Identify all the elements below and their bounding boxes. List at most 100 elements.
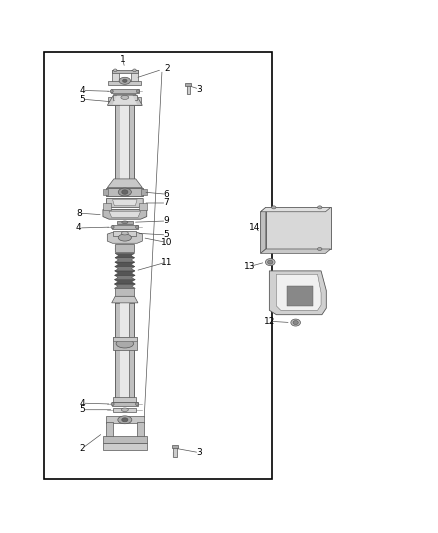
Text: 9: 9 [163, 216, 170, 225]
Text: 2: 2 [80, 444, 85, 453]
Polygon shape [114, 275, 135, 280]
Text: 4: 4 [76, 223, 81, 232]
Ellipse shape [318, 247, 322, 251]
Bar [115, 244, 134, 253]
Bar [134, 98, 141, 106]
Ellipse shape [116, 339, 134, 348]
Ellipse shape [113, 69, 117, 71]
Text: 8: 8 [76, 208, 82, 217]
Bar [44, 52, 272, 479]
Ellipse shape [110, 90, 113, 93]
Ellipse shape [118, 416, 132, 424]
Bar [185, 83, 191, 86]
Ellipse shape [293, 320, 298, 325]
Polygon shape [106, 199, 143, 207]
Bar [111, 89, 139, 93]
Polygon shape [113, 96, 137, 104]
Ellipse shape [111, 225, 114, 229]
Bar [112, 402, 138, 406]
Polygon shape [115, 258, 135, 262]
Bar [120, 303, 129, 398]
Ellipse shape [121, 231, 128, 235]
Bar [173, 447, 177, 457]
Polygon shape [287, 286, 313, 306]
Ellipse shape [136, 402, 138, 406]
Bar [113, 95, 137, 101]
Ellipse shape [121, 95, 129, 99]
Bar [106, 188, 143, 197]
Ellipse shape [291, 319, 300, 326]
Ellipse shape [119, 77, 131, 84]
Bar [187, 85, 190, 94]
Ellipse shape [122, 190, 128, 194]
Text: 10: 10 [161, 238, 172, 247]
Polygon shape [266, 207, 331, 249]
Bar [112, 70, 119, 83]
Bar [113, 408, 136, 412]
Bar [103, 442, 147, 450]
Bar [115, 106, 120, 179]
Text: 3: 3 [196, 85, 202, 94]
Bar [139, 203, 147, 209]
Polygon shape [107, 179, 142, 188]
Ellipse shape [318, 206, 322, 209]
Bar [103, 189, 108, 195]
Ellipse shape [118, 234, 131, 241]
Ellipse shape [268, 260, 273, 264]
Bar [129, 303, 134, 398]
Bar [109, 233, 115, 240]
Bar [115, 288, 134, 296]
Polygon shape [115, 271, 135, 275]
Polygon shape [261, 207, 331, 212]
Bar [134, 233, 141, 240]
Bar [113, 337, 137, 341]
Bar [120, 106, 129, 179]
Bar [106, 416, 144, 423]
Ellipse shape [122, 418, 128, 422]
Bar [113, 397, 136, 402]
Ellipse shape [123, 79, 127, 82]
Ellipse shape [136, 90, 139, 93]
Bar [106, 422, 113, 437]
Bar [117, 221, 133, 224]
Text: 13: 13 [244, 262, 255, 271]
Text: 6: 6 [163, 190, 170, 199]
Ellipse shape [118, 188, 131, 196]
Polygon shape [114, 280, 135, 284]
Polygon shape [276, 274, 321, 310]
Bar [137, 422, 144, 437]
Text: 5: 5 [79, 405, 85, 414]
Bar [103, 437, 147, 443]
Polygon shape [115, 253, 134, 258]
Polygon shape [107, 94, 142, 106]
Ellipse shape [136, 225, 138, 229]
Polygon shape [115, 266, 135, 271]
Bar [103, 203, 111, 209]
Polygon shape [113, 199, 137, 206]
Polygon shape [114, 284, 135, 288]
Bar [131, 70, 138, 83]
Bar [112, 225, 138, 229]
Bar [113, 337, 137, 350]
Ellipse shape [272, 206, 276, 209]
Text: 14: 14 [249, 223, 261, 232]
Text: 5: 5 [79, 95, 85, 104]
Polygon shape [269, 271, 326, 314]
Text: 11: 11 [161, 257, 172, 266]
Text: 12: 12 [264, 317, 276, 326]
Ellipse shape [133, 69, 136, 71]
Bar [141, 189, 147, 195]
Bar [129, 106, 134, 179]
Bar [108, 98, 115, 106]
Bar [108, 81, 141, 85]
Bar [115, 303, 120, 398]
Bar [172, 445, 178, 448]
Polygon shape [103, 209, 147, 219]
Ellipse shape [122, 221, 128, 223]
Text: 1: 1 [120, 55, 126, 64]
Polygon shape [109, 211, 141, 217]
Text: 7: 7 [163, 198, 170, 207]
Text: 2: 2 [164, 64, 170, 73]
Text: 4: 4 [80, 399, 85, 408]
Polygon shape [261, 207, 266, 253]
